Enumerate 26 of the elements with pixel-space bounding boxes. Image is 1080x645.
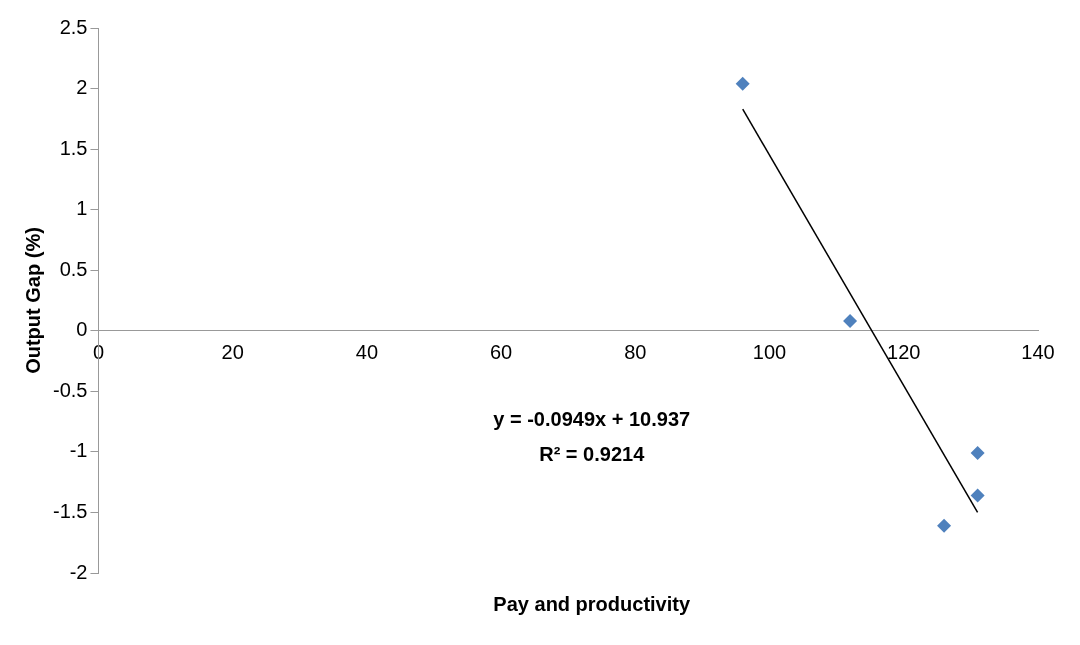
annotation: y = -0.0949x + 10.937: [493, 407, 691, 430]
y-tick-label: -1: [69, 439, 88, 462]
y-tick-label: 2.5: [59, 15, 88, 38]
y-tick-label: 1: [76, 197, 88, 220]
point: [843, 314, 858, 329]
y-tick-label: 1.5: [59, 136, 88, 159]
y-tick-label: -0.5: [52, 378, 88, 401]
point: [735, 76, 750, 91]
point: [970, 488, 985, 503]
x-axis-title: Pay and productivity: [493, 592, 691, 615]
x-tick-label: 20: [221, 341, 244, 364]
point: [937, 518, 952, 533]
y-tick-label: -2: [69, 560, 88, 583]
y-tick-label: -1.5: [52, 499, 88, 522]
point: [970, 446, 985, 461]
x-tick-label: 100: [752, 341, 787, 364]
x-tick-label: 120: [887, 341, 921, 364]
x-tick-label: 80: [624, 341, 647, 364]
y-axis-title: Output Gap (%): [21, 227, 44, 374]
y-tick-label: 2: [76, 76, 88, 99]
annotation: R² = 0.9214: [539, 442, 646, 465]
x-tick-label: 140: [1021, 341, 1055, 364]
y-tick-label: 0: [76, 318, 88, 341]
x-tick-label: 60: [490, 341, 513, 364]
x-tick-label: 40: [355, 341, 379, 364]
y-tick-label: 0.5: [59, 257, 88, 280]
